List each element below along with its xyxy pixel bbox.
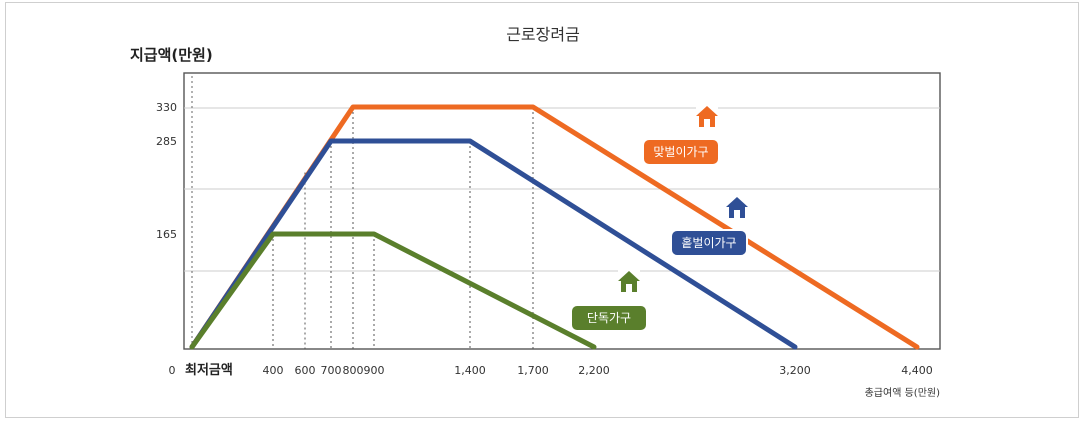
x-tick-label: 4,400 [901,364,933,377]
series-label-badge: 단독가구 [570,304,648,332]
series-line [189,138,798,350]
y-axis-title: 지급액(만원) [130,46,213,64]
x-tick-label: 1,400 [454,364,486,377]
x-tick-label: 900 [364,364,385,377]
series-label-badge: 맞벌이가구 [642,138,720,166]
x-origin-label: 0 [169,364,176,377]
x-tick-label: 600 [295,364,316,377]
min-wage-label: 최저금액 [185,363,233,378]
x-axis-title: 총급여액 등(만원) [865,387,940,399]
house-icon [696,105,718,129]
plot-area [183,72,941,350]
x-tick-label: 1,700 [517,364,549,377]
series-name: 홑벌이가구 [681,236,736,250]
chart-frame [5,2,1079,418]
house-icon [618,270,640,294]
chart-title: 근로장려금 [506,25,580,44]
x-tick-label: 800 [343,364,364,377]
series-name: 단독가구 [587,311,631,325]
x-tick-label: 2,200 [578,364,610,377]
x-tick-label: 400 [263,364,284,377]
y-tick-label: 285 [156,135,177,148]
y-tick-label: 330 [156,101,177,114]
x-tick-label: 700 [321,364,342,377]
y-tick-label: 165 [156,228,177,241]
x-tick-label: 3,200 [779,364,811,377]
series-label-badge: 홑벌이가구 [670,229,748,257]
series-line [189,231,597,350]
series-name: 맞벌이가구 [653,145,708,159]
house-icon [726,196,748,220]
